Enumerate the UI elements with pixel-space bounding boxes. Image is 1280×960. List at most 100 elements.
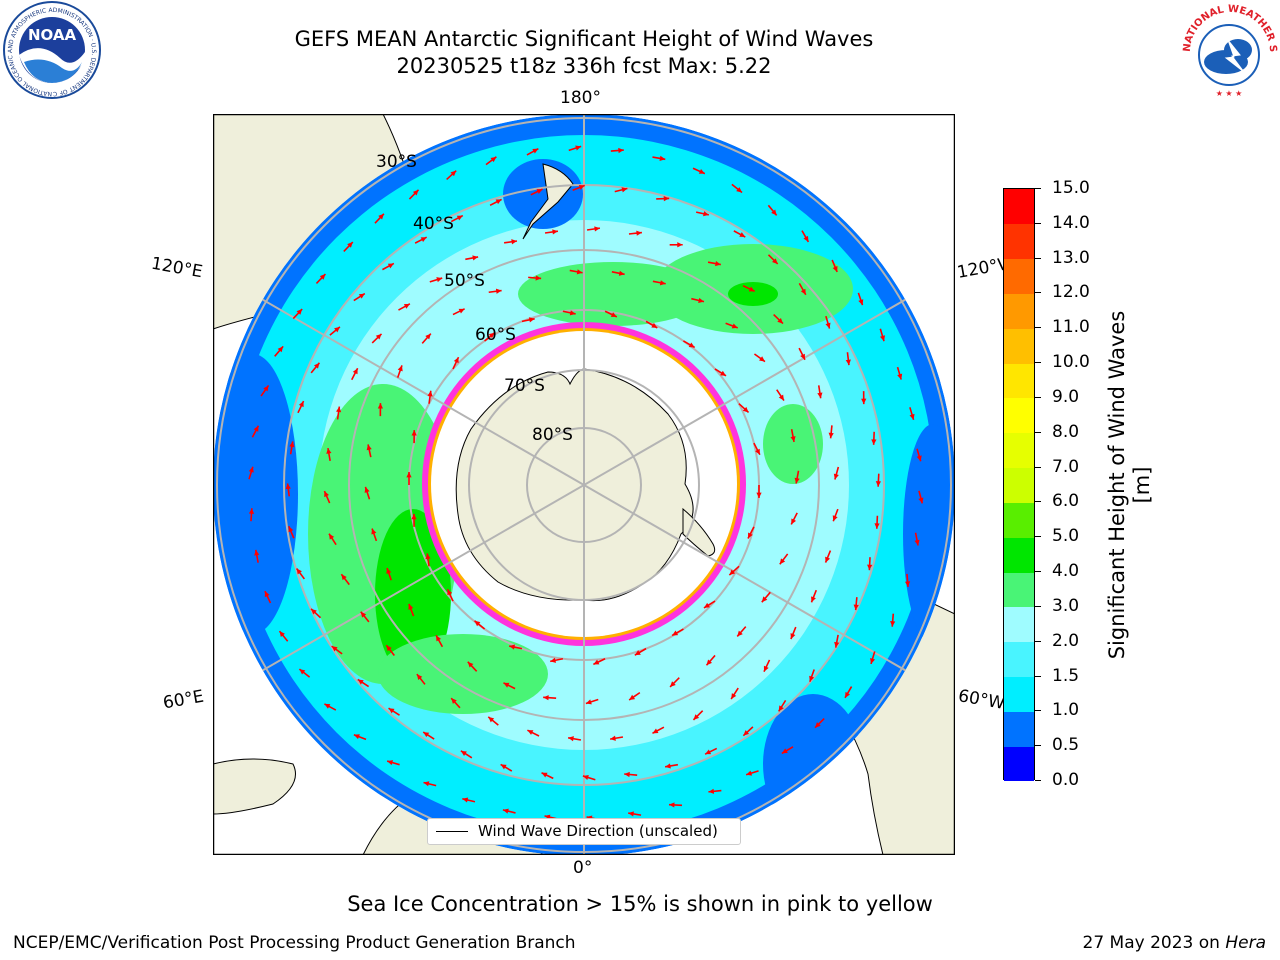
- wave-direction-arrow-head: [352, 368, 358, 375]
- wave-direction-arrow-head: [739, 232, 746, 238]
- wave-direction-arrow-head: [624, 771, 630, 778]
- colorbar-segment: [1004, 293, 1034, 329]
- wave-direction-arrow-head: [253, 425, 259, 432]
- colorbar-tick-label: 1.0: [1052, 700, 1080, 720]
- wave-direction-arrow-head: [715, 261, 721, 267]
- colorbar-tick: [1035, 292, 1041, 293]
- colorbar-tick-label: 7.0: [1052, 457, 1080, 477]
- wave-direction-arrow-head: [817, 392, 823, 399]
- wave-direction-arrow-head: [329, 533, 335, 540]
- wave-direction-arrow-head: [313, 362, 320, 369]
- credit-line: NCEP/EMC/Verification Post Processing Pr…: [13, 933, 576, 953]
- date-text: 27 May 2023 on: [1082, 933, 1220, 953]
- wave-direction-arrow-head: [425, 333, 431, 340]
- wave-direction-arrow-head: [871, 439, 877, 445]
- wave-direction-arrow-head: [794, 477, 800, 484]
- wave-direction-arrow-head: [634, 650, 641, 656]
- sea-ice-note: Sea Ice Concentration > 15% is shown in …: [347, 892, 933, 916]
- wave-direction-arrow-head: [800, 353, 805, 360]
- wave-direction-arrow-head: [659, 155, 666, 161]
- wave-direction-arrow-head: [388, 708, 395, 714]
- wave-direction-arrow-head: [436, 635, 442, 642]
- wave-direction-arrow-head: [277, 346, 284, 353]
- wave-direction-arrow-head: [353, 734, 360, 740]
- colorbar-segment: [1004, 258, 1034, 294]
- wave-direction-arrow-head: [828, 432, 834, 439]
- lat-label-70s: 70°S: [504, 376, 545, 396]
- wave-direction-arrow-head: [618, 147, 624, 154]
- wave-direction-arrow-head: [870, 657, 876, 664]
- wave-direction-arrow-head: [543, 695, 549, 701]
- wave-direction-arrow-head: [610, 735, 616, 741]
- wave-direction-arrow-head: [408, 603, 414, 610]
- wave-direction-arrow-head: [447, 589, 453, 596]
- wave-direction-arrow-head: [703, 211, 709, 217]
- colorbar-tick: [1035, 676, 1041, 677]
- wave-direction-arrow-head: [833, 473, 839, 480]
- colorbar-tick: [1035, 501, 1041, 502]
- wave-direction-arrow-head: [778, 394, 784, 401]
- wave-direction-arrow-head: [861, 398, 867, 405]
- colorbar-tick: [1035, 327, 1041, 328]
- wave-direction-arrow-head: [299, 669, 306, 675]
- wave-direction-arrow-head: [423, 781, 430, 787]
- wave-direction-arrow-head: [495, 288, 502, 294]
- wave-direction-arrow-head: [324, 491, 329, 498]
- wave-direction-arrow-head: [296, 309, 303, 315]
- wave-direction-arrow-head: [737, 630, 743, 637]
- wave-direction-arrow-head: [462, 797, 469, 803]
- wave-direction-arrow-head: [834, 641, 840, 648]
- chart-title: GEFS MEAN Antarctic Significant Height o…: [294, 27, 874, 51]
- wind-wave-arrows: [248, 145, 924, 821]
- wave-direction-arrow-head: [811, 596, 816, 603]
- wave-direction-arrow-head: [858, 299, 864, 306]
- wave-direction-arrow-head: [748, 286, 755, 292]
- wave-direction-arrow-head: [652, 728, 659, 734]
- wave-direction-arrow-head: [387, 760, 394, 766]
- wave-direction-arrow-head: [778, 705, 784, 712]
- wave-direction-arrow-head: [416, 674, 423, 681]
- wave-direction-arrow-head: [755, 448, 760, 455]
- wave-direction-arrow-head: [703, 602, 710, 608]
- wave-direction-arrow-head: [456, 215, 463, 221]
- colorbar-tick-label: 0.5: [1052, 735, 1080, 755]
- wave-direction-arrow-head: [665, 763, 671, 769]
- land-antarctica: [455, 368, 694, 602]
- wave-direction-arrow-head: [720, 370, 727, 376]
- graticule: [213, 114, 955, 855]
- wave-direction-arrow-head: [578, 184, 585, 190]
- wave-direction-arrow-head: [503, 682, 510, 688]
- colorbar-tick: [1035, 536, 1041, 537]
- wave-direction-arrow-head: [731, 693, 737, 700]
- wave-direction-arrow-head: [552, 229, 558, 235]
- wave-direction-arrow-head: [288, 526, 294, 533]
- wave-direction-arrow-head: [377, 403, 383, 409]
- colorbar-tick-label: 3.0: [1052, 596, 1080, 616]
- wave-direction-arrow-head: [528, 317, 535, 323]
- wave-direction-arrow-head: [825, 322, 831, 329]
- wave-direction-arrow-head: [791, 518, 797, 525]
- wave-direction-arrow-head: [371, 528, 377, 535]
- wave-direction-arrow-head: [874, 523, 880, 529]
- wave-direction-arrow-head: [511, 239, 517, 245]
- lat-label-80s: 80°S: [532, 425, 573, 445]
- wave-direction-arrow-head: [777, 317, 783, 324]
- wave-direction-arrow-head: [541, 772, 548, 778]
- colorbar-segment: [1004, 223, 1034, 260]
- wave-direction-arrow-head: [576, 269, 583, 275]
- colorbar-tick-label: 2.0: [1052, 631, 1080, 651]
- wave-direction-arrow-head: [621, 187, 628, 193]
- colorbar-segment: [1004, 189, 1034, 225]
- wave-direction-arrow-head: [403, 303, 410, 309]
- wave-direction-arrow-head: [756, 492, 762, 498]
- wave-direction-arrow-head: [879, 335, 885, 342]
- colorbar-tick: [1035, 467, 1041, 468]
- wave-direction-arrow-head: [651, 322, 658, 328]
- colorbar-tick-label: 9.0: [1052, 387, 1080, 407]
- wave-direction-arrow-head: [375, 333, 382, 340]
- wave-direction-arrow-head: [358, 293, 365, 299]
- colorbar-segment: [1004, 537, 1034, 573]
- wave-direction-arrow-head: [397, 365, 403, 372]
- wave-direction-arrow-head: [296, 568, 302, 575]
- legend-line-swatch: [436, 831, 468, 832]
